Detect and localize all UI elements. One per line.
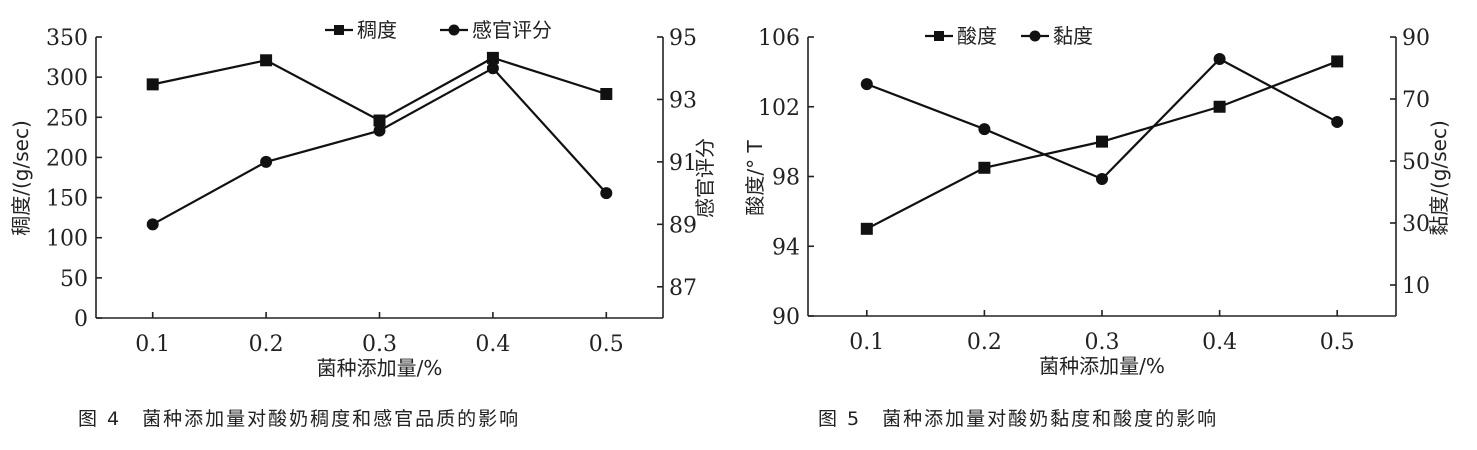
x-axis-label: 菌种添加量/%	[317, 356, 443, 380]
data-point-square	[260, 54, 273, 67]
legend-label: 酸度	[957, 24, 997, 48]
y2-tick-label: 87	[669, 276, 697, 301]
y2-tick-label: 89	[669, 213, 697, 238]
figure-4-caption: 图 4 菌种添加量对酸奶稠度和感官品质的影响	[78, 408, 521, 430]
data-point-circle	[600, 187, 613, 200]
x-tick-label: 0.1	[135, 332, 170, 357]
x-tick-label: 0.3	[1085, 330, 1120, 355]
y-tick-label: 200	[46, 146, 88, 171]
y2-tick-label: 90	[1402, 26, 1430, 51]
legend-label: 黏度	[1053, 24, 1093, 48]
data-point-circle	[978, 123, 991, 136]
y-tick-label: 98	[772, 166, 800, 191]
legend-square-icon	[334, 25, 344, 35]
data-point-square	[1213, 100, 1226, 113]
legend-circle-icon	[448, 24, 460, 36]
y2-axis-label: 感官评分	[693, 138, 717, 218]
data-point-square	[1331, 55, 1344, 68]
y-tick-label: 90	[772, 305, 800, 330]
y2-tick-label: 10	[1402, 274, 1430, 299]
data-point-circle	[1331, 115, 1344, 128]
y2-tick-label: 50	[1402, 150, 1430, 175]
x-tick-label: 0.2	[967, 330, 1002, 355]
x-tick-label: 0.2	[249, 332, 284, 357]
x-tick-label: 0.4	[475, 332, 510, 357]
x-tick-label: 0.1	[849, 330, 884, 355]
y2-tick-label: 95	[669, 26, 697, 51]
y2-tick-label: 70	[1402, 88, 1430, 113]
y2-tick-label: 91	[669, 151, 697, 176]
y-tick-label: 100	[46, 227, 88, 252]
legend-label: 感官评分	[472, 18, 552, 42]
series-line-稠度	[152, 56, 607, 122]
data-point-circle	[860, 78, 873, 91]
y-tick-label: 0	[74, 307, 88, 332]
data-point-square	[373, 114, 386, 127]
y-tick-label: 350	[46, 26, 88, 51]
x-tick-label: 0.3	[362, 332, 397, 357]
data-point-square	[978, 161, 991, 174]
legend-circle-icon	[1029, 30, 1041, 42]
y-tick-label: 50	[60, 267, 88, 292]
x-tick-label: 0.5	[589, 332, 624, 357]
data-point-square	[860, 222, 873, 235]
y-tick-label: 150	[46, 187, 88, 212]
y-tick-label: 94	[772, 235, 800, 260]
y-tick-label: 106	[758, 26, 800, 51]
data-point-circle	[146, 218, 159, 231]
y2-axis-label: 黏度/(g/sec)	[1427, 120, 1451, 236]
x-axis-label: 菌种添加量/%	[1039, 354, 1165, 378]
legend-label: 稠度	[357, 18, 397, 42]
y-axis-label: 酸度/° T	[743, 140, 767, 216]
data-point-circle	[1213, 53, 1226, 66]
chart-5: 90 94 98 102 106 10 30 50 70 90 0.1 0.2 0.3 0.4 0.5 菌种添…	[743, 24, 1451, 378]
data-point-circle	[486, 62, 499, 75]
y2-tick-label: 93	[669, 88, 697, 113]
y-tick-label: 102	[758, 96, 800, 121]
y-axis-label: 稠度/(g/sec)	[9, 120, 33, 236]
x-tick-label: 0.5	[1320, 330, 1355, 355]
legend-square-icon	[934, 31, 944, 41]
y-tick-label: 300	[46, 66, 88, 91]
y-tick-label: 250	[46, 106, 88, 131]
y2-tick-label: 30	[1402, 212, 1430, 237]
data-point-circle	[1096, 172, 1108, 185]
data-point-square	[486, 51, 499, 64]
series-line-感官评分	[152, 66, 608, 226]
data-point-circle	[260, 155, 273, 168]
data-point-square	[600, 88, 613, 101]
chart-4: 0 50 100 150 200 250 300 350 87 89 91 93 95 0.1 0.2 0.3…	[9, 18, 717, 380]
series-line-黏度	[866, 57, 1338, 181]
data-point-circle	[373, 124, 386, 137]
x-tick-label: 0.4	[1202, 330, 1237, 355]
data-point-square	[1096, 135, 1108, 148]
figure-5-caption: 图 5 菌种添加量对酸奶黏度和酸度的影响	[818, 408, 1219, 430]
data-point-square	[146, 78, 159, 91]
